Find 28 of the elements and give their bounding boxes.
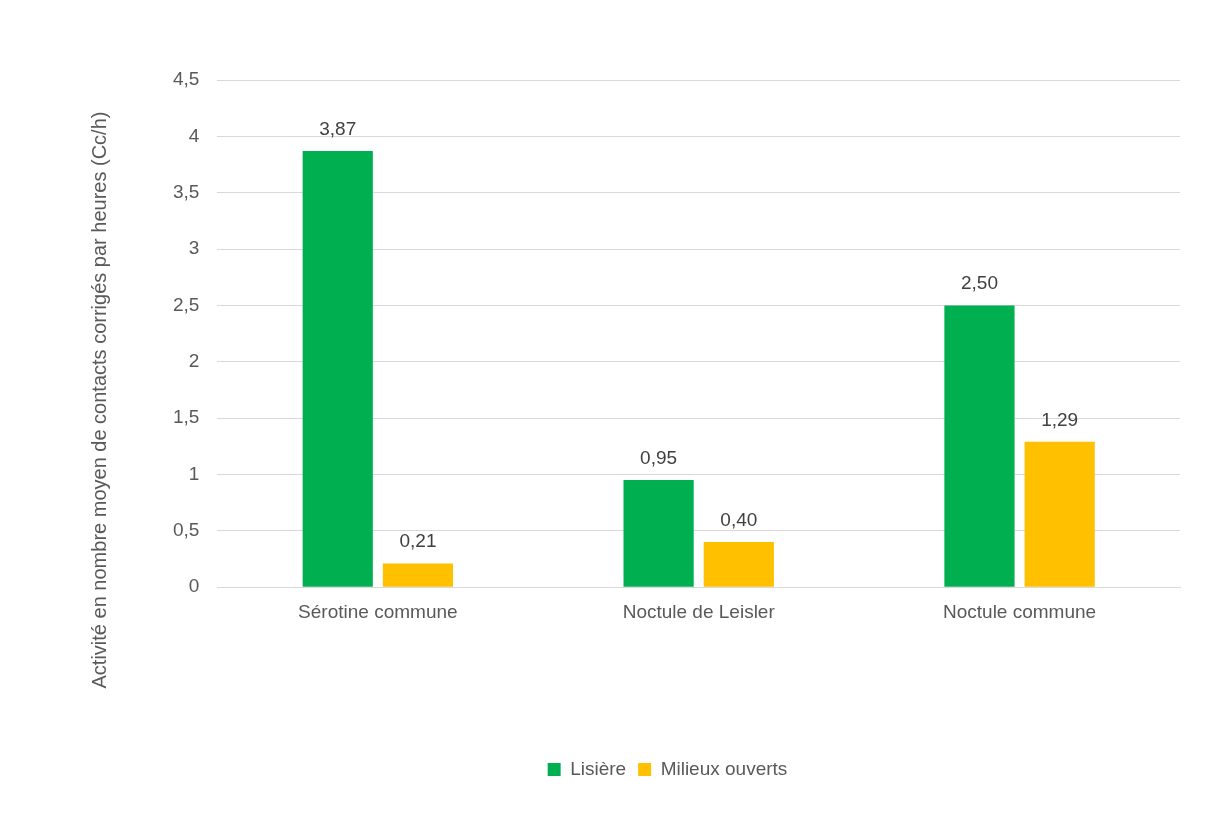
y-tick-label: 0 [188,575,200,597]
bar [1024,441,1095,587]
x-tick-label: Sérotine commune [298,600,458,622]
data-label: 0,40 [720,508,758,530]
y-tick-label: 2 [188,350,200,372]
y-tick-label: 0,5 [172,519,200,541]
data-label: 1,29 [1041,408,1079,430]
y-tick-label: 2,5 [172,293,200,315]
y-tick-label: 1,5 [172,406,200,428]
y-tick-label: 4,5 [172,68,200,90]
y-tick-label: 3,5 [172,180,200,202]
bar [623,480,694,587]
y-tick-label: 4 [188,124,200,146]
legend-label: Lisière [570,757,627,779]
x-tick-label: Noctule de Leisler [622,600,776,622]
data-label: 2,50 [960,272,998,294]
legend-label: Milieux ouverts [660,757,788,779]
y-axis-title: Activité en nombre moyen de contacts corrigés par heures (Cc/h) [87,111,110,689]
bar [703,542,774,587]
bar [944,305,1015,587]
bar [302,151,373,587]
data-label: 0,95 [640,446,678,468]
y-tick-label: 1 [188,462,200,484]
x-tick-label: Noctule commune [943,600,1097,622]
bar [382,563,454,587]
y-tick-label: 3 [188,237,200,259]
data-label: 0,21 [399,530,437,552]
data-label: 3,87 [319,117,357,139]
